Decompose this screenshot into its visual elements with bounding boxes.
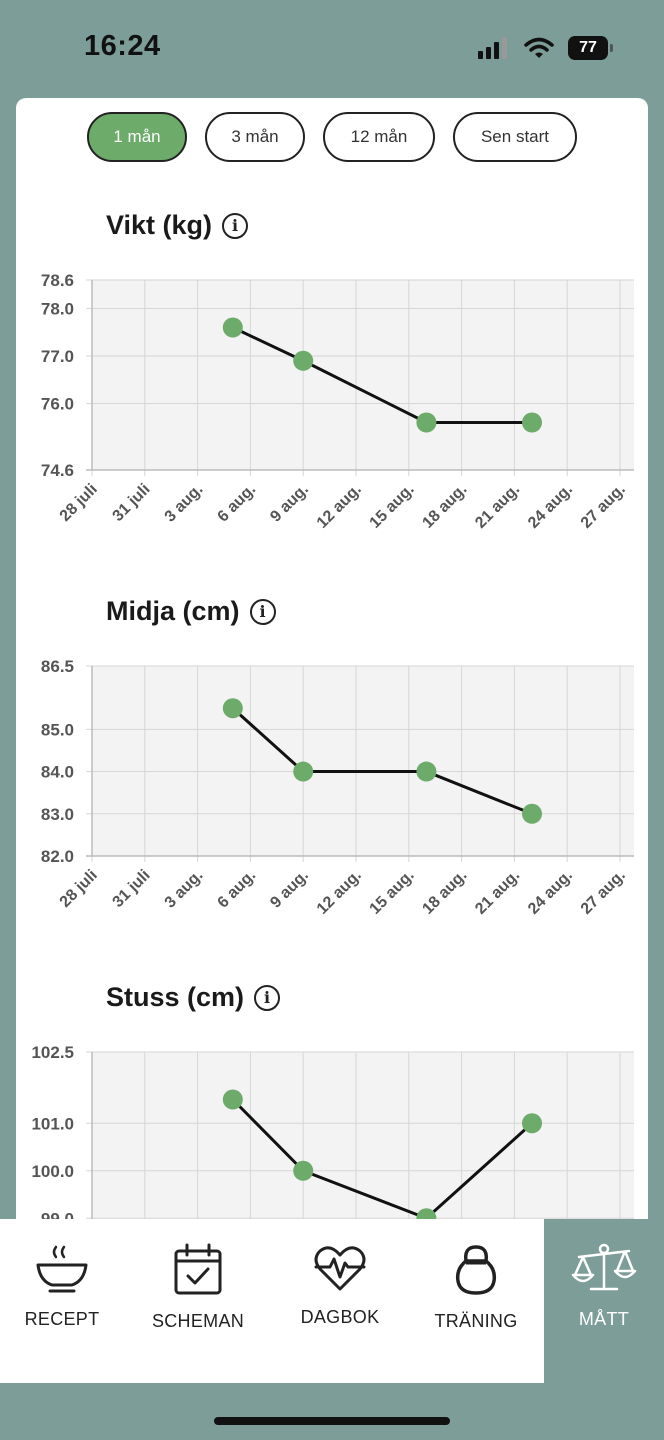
plot-area: [92, 666, 634, 856]
x-tick-label: 31 juli: [110, 481, 154, 525]
nav-scheman[interactable]: SCHEMAN: [124, 1219, 272, 1383]
info-icon[interactable]: i: [254, 984, 281, 1011]
bottom-nav: RECEPT SCHEMAN DAGBOK TRÄNING MÅTT: [0, 1219, 664, 1383]
scale-icon: [571, 1243, 637, 1291]
data-point: [293, 761, 314, 782]
y-tick-label: 85.0: [41, 720, 74, 739]
y-tick-label: 78.6: [41, 271, 74, 290]
data-point: [416, 761, 437, 782]
x-tick-label: 27 aug.: [578, 867, 629, 918]
status-bar: 16:24 77: [0, 0, 664, 96]
hip-chart-title: Stuss (cm) i: [106, 982, 281, 1013]
y-tick-label: 86.5: [41, 657, 74, 676]
series-line: [232, 326, 532, 424]
bowl-icon: [36, 1245, 88, 1293]
waist-title-text: Midja (cm): [106, 596, 240, 626]
y-tick-label: 83.0: [41, 805, 74, 824]
data-point: [522, 412, 542, 433]
y-tick-label: 82.0: [41, 847, 74, 866]
data-point: [222, 1089, 243, 1110]
weight-title-text: Vikt (kg): [106, 210, 213, 240]
nav-matt-label: MÅTT: [578, 1309, 630, 1329]
data-point: [222, 317, 243, 338]
x-tick-label: 15 aug.: [367, 481, 418, 532]
weight-chart-title: Vikt (kg) i: [106, 210, 249, 241]
x-tick-label: 18 aug.: [419, 481, 470, 532]
data-point: [293, 350, 314, 371]
measurements-card: 1 mån 3 mån 12 mån Sen start Vikt (kg) i…: [16, 98, 648, 1228]
y-tick-label: 74.6: [41, 461, 74, 480]
x-tick-label: 28 juli: [57, 867, 101, 911]
nav-scheman-label: SCHEMAN: [151, 1311, 245, 1331]
nav-dagbok[interactable]: DAGBOK: [272, 1219, 408, 1383]
x-tick-label: 12 aug.: [314, 481, 365, 532]
y-tick-label: 101.0: [31, 1114, 74, 1133]
nav-traning[interactable]: TRÄNING: [408, 1219, 544, 1383]
weight-chart: 28 juli 31 juli 3 aug. 6 aug. 9 aug. 12 aug. 1…: [41, 271, 634, 532]
calendar-check-icon: [174, 1243, 222, 1295]
data-point: [222, 698, 243, 719]
data-point: [293, 1160, 314, 1181]
waist-chart: 28 juli 31 juli 3 aug. 6 aug. 9 aug. 12 aug. 1…: [41, 657, 634, 918]
x-tick-label: 6 aug.: [215, 867, 260, 912]
home-indicator[interactable]: [214, 1417, 450, 1425]
status-icons: 77: [478, 36, 613, 60]
info-icon[interactable]: i: [222, 212, 249, 239]
hip-title-text: Stuss (cm): [106, 982, 245, 1012]
nav-recept-label: RECEPT: [24, 1309, 100, 1329]
x-tick-label: 3 aug.: [162, 867, 207, 912]
x-tick-label: 27 aug.: [578, 481, 629, 532]
nav-dagbok-label: DAGBOK: [300, 1307, 380, 1327]
x-tick-label: 21 aug.: [472, 481, 523, 532]
plot-area: [92, 280, 634, 470]
info-icon[interactable]: i: [249, 598, 276, 625]
status-time: 16:24: [84, 30, 161, 62]
series-line: [231, 707, 533, 816]
battery-icon: 77: [568, 36, 613, 60]
y-tick-label: 84.0: [41, 763, 74, 782]
y-tick-label: 77.0: [41, 347, 74, 366]
plot-area: [92, 1052, 634, 1228]
signal-icon: [478, 37, 507, 59]
wifi-icon: [524, 37, 554, 58]
kettlebell-icon: [455, 1245, 497, 1295]
range-selector: 1 mån 3 mån 12 mån Sen start: [16, 112, 648, 162]
data-point: [416, 412, 437, 433]
waist-chart-title: Midja (cm) i: [106, 596, 276, 627]
x-tick-label: 28 juli: [57, 481, 101, 525]
nav-traning-label: TRÄNING: [434, 1311, 518, 1331]
x-tick-label: 12 aug.: [314, 867, 365, 918]
y-tick-label: 76.0: [41, 395, 74, 414]
x-tick-label: 24 aug.: [525, 867, 576, 918]
y-tick-label: 78.0: [41, 300, 74, 319]
range-1-month-button[interactable]: 1 mån: [87, 112, 187, 162]
x-tick-label: 18 aug.: [419, 867, 470, 918]
y-tick-label: 102.5: [31, 1043, 74, 1062]
y-tick-label: 100.0: [31, 1162, 74, 1181]
x-tick-label: 15 aug.: [367, 867, 418, 918]
series-line: [231, 1098, 534, 1220]
range-3-month-button[interactable]: 3 mån: [205, 112, 305, 162]
range-12-month-button[interactable]: 12 mån: [323, 112, 435, 162]
range-since-start-button[interactable]: Sen start: [453, 112, 577, 162]
x-tick-label: 3 aug.: [162, 481, 207, 526]
nav-recept[interactable]: RECEPT: [0, 1219, 124, 1383]
data-point: [522, 1113, 542, 1134]
x-tick-label: 24 aug.: [525, 481, 576, 532]
x-tick-label: 21 aug.: [472, 867, 523, 918]
x-tick-label: 9 aug.: [267, 481, 312, 526]
x-tick-label: 31 juli: [110, 867, 154, 911]
x-tick-label: 9 aug.: [267, 867, 312, 912]
heart-pulse-icon: [314, 1246, 366, 1291]
data-point: [522, 803, 542, 824]
x-tick-label: 6 aug.: [215, 481, 260, 526]
nav-matt[interactable]: MÅTT: [544, 1219, 664, 1383]
